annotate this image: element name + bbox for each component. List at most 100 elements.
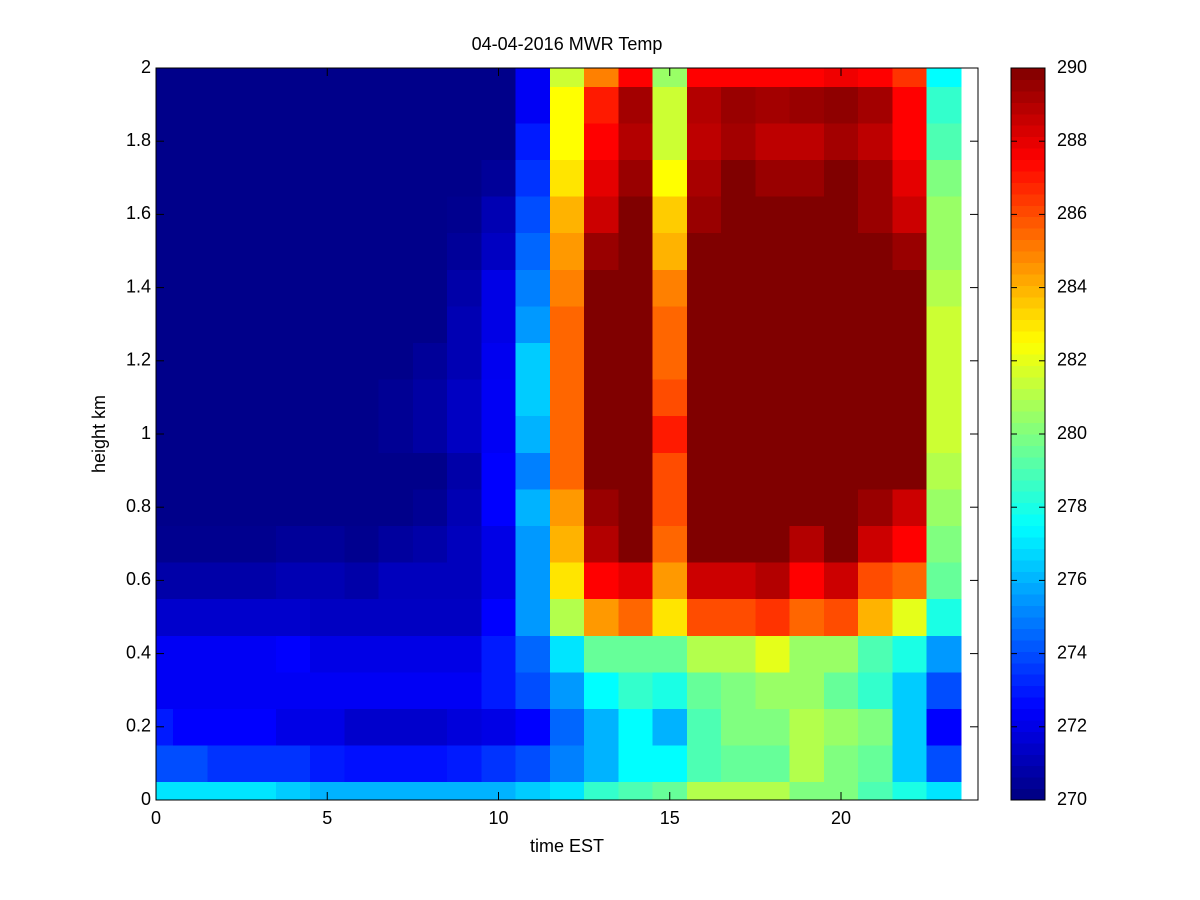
heatmap-cell	[207, 598, 243, 636]
heatmap-cell	[275, 598, 311, 636]
heatmap-cell	[858, 598, 893, 636]
heatmap-cell	[858, 525, 893, 563]
heatmap-cell	[686, 635, 722, 673]
heatmap-cell	[755, 562, 791, 600]
heatmap-cell	[156, 562, 174, 600]
y-tick-label: 0.6	[126, 569, 151, 589]
heatmap-cell	[412, 781, 448, 801]
heatmap-cell	[344, 525, 380, 563]
colorbar-swatch	[1011, 639, 1045, 652]
heatmap-cell	[721, 525, 756, 563]
heatmap-cell	[584, 232, 619, 270]
heatmap-cell	[823, 781, 859, 801]
heatmap-cell	[378, 232, 414, 270]
heatmap-cell	[584, 598, 619, 636]
heatmap-cell	[584, 159, 619, 197]
heatmap-cell	[515, 379, 551, 417]
heatmap-cell	[926, 635, 962, 673]
heatmap-cell	[686, 525, 722, 563]
heatmap-cell	[447, 525, 482, 563]
heatmap-cell	[241, 196, 277, 234]
heatmap-cell	[858, 635, 893, 673]
heatmap-cell	[584, 671, 619, 709]
heatmap-cell	[858, 745, 893, 783]
heatmap-cell	[584, 379, 619, 417]
heatmap-cell	[686, 488, 722, 526]
heatmap-cell	[618, 452, 654, 490]
colorbar-swatch	[1011, 170, 1045, 183]
heatmap-cell	[515, 781, 551, 801]
heatmap-cell	[926, 86, 962, 124]
heatmap-cell	[412, 122, 448, 160]
heatmap-cell	[310, 452, 345, 490]
heatmap-cell	[344, 415, 380, 453]
colorbar-swatch	[1011, 182, 1045, 195]
heatmap-cell	[823, 159, 859, 197]
colorbar-swatch	[1011, 571, 1045, 584]
heatmap-cell	[207, 122, 243, 160]
heatmap-cell	[344, 342, 380, 380]
heatmap-cell	[755, 708, 791, 746]
colorbar-swatch	[1011, 559, 1045, 572]
colorbar-swatch	[1011, 617, 1045, 629]
heatmap-cell	[789, 452, 825, 490]
heatmap-cell	[926, 159, 962, 197]
heatmap-cell	[652, 379, 688, 417]
heatmap-cell	[481, 305, 517, 343]
heatmap-cell	[344, 379, 380, 417]
heatmap-cell	[823, 415, 859, 453]
heatmap-cell	[241, 122, 277, 160]
y-tick-label: 0.2	[126, 716, 151, 736]
heatmap-cell	[207, 525, 243, 563]
heatmap-cell	[892, 671, 928, 709]
heatmap-cell	[173, 159, 208, 197]
y-tick-label: 1.2	[126, 350, 151, 370]
heatmap-cell	[412, 708, 448, 746]
colorbar-swatch	[1011, 411, 1045, 424]
colorbar-swatch	[1011, 125, 1045, 138]
heatmap-cell	[549, 671, 585, 709]
heatmap-cell	[310, 86, 345, 124]
heatmap-cell	[412, 379, 448, 417]
heatmap-cell	[652, 415, 688, 453]
colorbar-swatch	[1011, 456, 1045, 469]
heatmap-cell	[789, 488, 825, 526]
heatmap-cell	[275, 122, 311, 160]
heatmap-cell	[721, 635, 756, 673]
y-tick-label: 1	[141, 423, 151, 443]
heatmap-cell	[275, 269, 311, 307]
colorbar-swatch	[1011, 136, 1045, 149]
heatmap-cell	[892, 122, 928, 160]
heatmap-cell	[344, 86, 380, 124]
heatmap-cell	[823, 488, 859, 526]
heatmap-cell	[275, 196, 311, 234]
heatmap-cell	[686, 122, 722, 160]
chart-title: 04-04-2016 MWR Temp	[472, 34, 663, 54]
colorbar-swatch	[1011, 148, 1045, 160]
heatmap-cell	[378, 708, 414, 746]
colorbar-swatch	[1011, 594, 1045, 607]
heatmap-cell	[241, 86, 277, 124]
heatmap-cell	[481, 562, 517, 600]
heatmap-cell	[378, 269, 414, 307]
heatmap-cell	[310, 122, 345, 160]
heatmap-cell	[652, 305, 688, 343]
heatmap-cell	[412, 305, 448, 343]
y-axis-label: height km	[89, 395, 109, 473]
heatmap-cell	[755, 232, 791, 270]
heatmap-cell	[156, 452, 174, 490]
colorbar-swatch	[1011, 102, 1045, 115]
colorbar-swatch	[1011, 273, 1045, 286]
heatmap-cell	[549, 781, 585, 801]
heatmap-cell	[721, 232, 756, 270]
heatmap-cell	[447, 159, 482, 197]
heatmap-cell	[618, 415, 654, 453]
y-tick-label: 2	[141, 57, 151, 77]
heatmap-cell	[584, 635, 619, 673]
heatmap-cell	[618, 635, 654, 673]
heatmap-cell	[721, 305, 756, 343]
heatmap-cell	[412, 159, 448, 197]
heatmap-cell	[156, 598, 174, 636]
heatmap-cell	[721, 68, 756, 87]
heatmap-cell	[789, 232, 825, 270]
